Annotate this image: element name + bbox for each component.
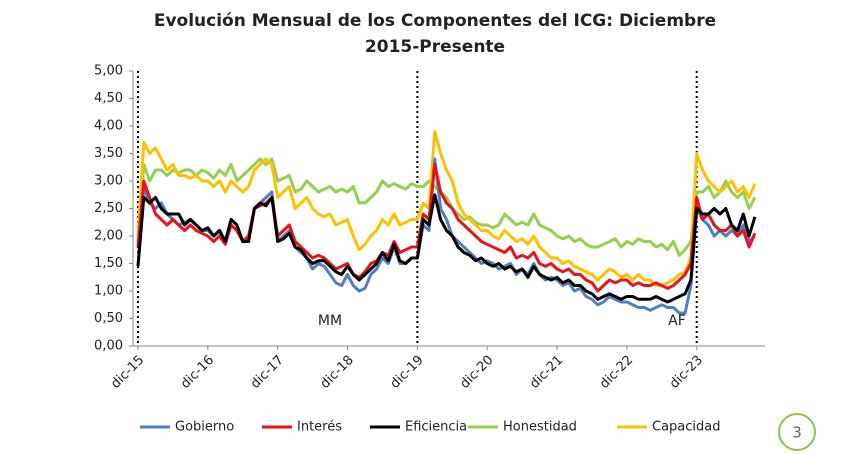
y-tick-label: 5,00: [94, 64, 123, 79]
y-tick-label: 3,00: [94, 174, 123, 189]
annotation: MM: [318, 313, 342, 329]
x-tick-label: dic-18: [318, 353, 357, 392]
series-line: [136, 157, 757, 257]
x-tick-label: dic-15: [108, 353, 147, 392]
legend-label: Gobierno: [175, 420, 234, 435]
y-tick-label: 4,00: [94, 119, 123, 134]
x-tick-label: dic-20: [457, 353, 496, 392]
series-line: [136, 193, 757, 304]
y-tick-label: 2,00: [94, 229, 123, 244]
y-tick-label: 1,50: [94, 256, 123, 271]
legend-label: Capacidad: [652, 420, 721, 435]
x-tick-label: dic-23: [667, 353, 706, 392]
y-tick-label: 2,50: [94, 201, 123, 216]
legend-label: Honestidad: [503, 420, 577, 435]
y-tick-label: 0,00: [94, 339, 123, 354]
page-badge: [778, 413, 816, 451]
y-tick-label: 0,50: [94, 311, 123, 326]
chart-title: Evolución Mensual de los Componentes del…: [153, 11, 717, 57]
x-tick-label: dic-17: [248, 353, 287, 392]
annotation: AF: [668, 313, 686, 329]
y-tick-label: 3,50: [94, 146, 123, 161]
legend-label: Eficiencia: [405, 420, 467, 435]
x-tick-label: dic-21: [527, 353, 566, 392]
series-line: [136, 130, 757, 287]
x-tick-label: dic-16: [178, 353, 217, 392]
y-tick-label: 1,00: [94, 284, 123, 299]
x-tick-label: dic-22: [597, 353, 636, 392]
page-number: 3: [792, 424, 802, 442]
x-tick-label: dic-19: [388, 353, 427, 392]
y-tick-label: 4,50: [94, 91, 123, 106]
legend-label: Interés: [297, 420, 342, 435]
